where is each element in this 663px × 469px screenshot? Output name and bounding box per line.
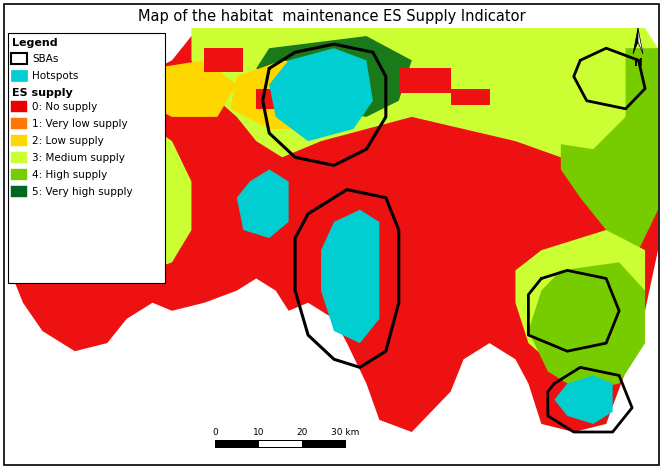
Polygon shape xyxy=(528,262,645,392)
Bar xyxy=(204,48,243,72)
Bar xyxy=(11,70,27,81)
Bar xyxy=(127,210,166,226)
Text: 0: 0 xyxy=(212,428,218,437)
Bar xyxy=(10,28,658,432)
Text: 10: 10 xyxy=(253,428,264,437)
Bar xyxy=(75,230,107,242)
Bar xyxy=(101,169,133,182)
Bar xyxy=(42,197,68,210)
Bar xyxy=(11,152,27,163)
Text: N: N xyxy=(634,58,642,68)
Bar xyxy=(11,118,27,129)
Bar xyxy=(11,169,27,180)
Bar xyxy=(11,53,27,64)
Bar xyxy=(11,135,27,146)
Polygon shape xyxy=(269,48,373,141)
Text: Map of the habitat  maintenance ES Supply Indicator: Map of the habitat maintenance ES Supply… xyxy=(138,9,525,24)
Text: 2: Low supply: 2: Low supply xyxy=(32,136,103,146)
Text: 1: Very low supply: 1: Very low supply xyxy=(32,119,127,129)
Bar xyxy=(8,33,165,283)
Bar xyxy=(215,440,259,447)
Polygon shape xyxy=(10,101,192,279)
Polygon shape xyxy=(321,210,379,343)
Text: 4: High supply: 4: High supply xyxy=(32,170,107,180)
Text: 5: Very high supply: 5: Very high supply xyxy=(32,187,133,197)
Text: ES supply: ES supply xyxy=(12,88,73,98)
Polygon shape xyxy=(237,169,288,238)
Polygon shape xyxy=(561,48,658,250)
Polygon shape xyxy=(192,28,658,169)
Polygon shape xyxy=(10,101,192,319)
Polygon shape xyxy=(515,230,645,384)
Bar xyxy=(399,68,451,93)
Bar xyxy=(302,440,345,447)
Bar xyxy=(11,101,27,112)
Text: 20: 20 xyxy=(296,428,308,437)
Bar xyxy=(215,440,345,447)
Text: Legend: Legend xyxy=(12,38,58,48)
Bar xyxy=(259,440,302,447)
Polygon shape xyxy=(638,28,643,54)
Bar xyxy=(11,186,27,197)
Text: 30 km: 30 km xyxy=(331,428,359,437)
Polygon shape xyxy=(140,61,237,117)
Polygon shape xyxy=(496,36,626,149)
Bar xyxy=(62,149,101,166)
Polygon shape xyxy=(554,376,613,424)
Polygon shape xyxy=(230,61,347,129)
Polygon shape xyxy=(256,36,412,117)
Bar xyxy=(451,89,489,105)
Polygon shape xyxy=(23,117,166,262)
Text: Hotspots: Hotspots xyxy=(32,71,78,81)
Polygon shape xyxy=(633,28,638,54)
Text: SBAs: SBAs xyxy=(32,54,58,64)
Polygon shape xyxy=(10,28,658,432)
Text: 3: Medium supply: 3: Medium supply xyxy=(32,153,125,163)
Text: 0: No supply: 0: No supply xyxy=(32,102,97,112)
Bar xyxy=(256,89,282,109)
